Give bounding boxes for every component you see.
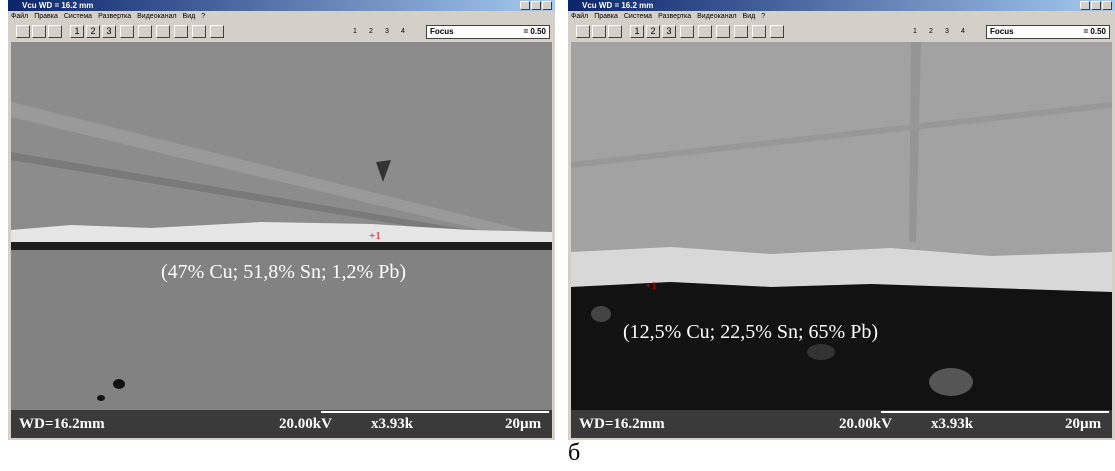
app-window: Vcu WD = 16.2 mm Файл Правка Система Разверт…	[8, 0, 555, 440]
tool-icon[interactable]	[716, 25, 730, 38]
tool-icon[interactable]	[138, 25, 152, 38]
tool-button[interactable]: 2	[646, 25, 660, 38]
pore	[113, 379, 125, 389]
tool-button[interactable]: 3	[662, 25, 676, 38]
title-bar: Vcu WD = 16.2 mm	[8, 0, 555, 11]
page: б (() => { const data = JSON.parse(docum…	[0, 0, 1115, 471]
tool-icon[interactable]	[16, 25, 30, 38]
menu-item[interactable]: Правка	[594, 13, 618, 20]
radio-option[interactable]: 4	[961, 28, 965, 35]
tool-icon[interactable]	[576, 25, 590, 38]
radio-option[interactable]: 4	[401, 28, 405, 35]
point-marker: +1	[645, 280, 657, 292]
title-bar: Vcu WD = 16.2 mm	[568, 0, 1115, 11]
mag-label: x3.93k	[931, 416, 973, 433]
dark-line	[11, 242, 552, 250]
focus-label: Focus	[990, 27, 1014, 36]
scale-bar	[881, 411, 1109, 413]
window-control[interactable]	[1102, 1, 1112, 10]
radio-option[interactable]: 3	[385, 28, 389, 35]
menu-item[interactable]: Развертка	[98, 13, 131, 20]
tool-icon[interactable]	[156, 25, 170, 38]
radio-option[interactable]: 1	[913, 28, 917, 35]
tool-icon[interactable]	[210, 25, 224, 38]
radio-option[interactable]: 1	[353, 28, 357, 35]
focus-field: Focus = 0.50	[426, 25, 550, 39]
menu-item[interactable]: Развертка	[658, 13, 691, 20]
menu-item[interactable]: Система	[624, 13, 652, 20]
scale-label: 20µm	[1065, 416, 1101, 433]
menu-item[interactable]: Система	[64, 13, 92, 20]
menu-item[interactable]: Правка	[34, 13, 58, 20]
menu-item[interactable]: Вид	[183, 13, 196, 20]
dark-region	[571, 282, 1112, 410]
particle	[807, 344, 835, 360]
tool-icon[interactable]	[592, 25, 606, 38]
particle	[929, 368, 973, 396]
focus-value: = 0.50	[524, 26, 546, 38]
sem-image: +1 (12,5% Cu; 22,5% Sn; 65% Pb)	[571, 42, 1112, 410]
tool-icon[interactable]	[192, 25, 206, 38]
status-bar: WD=16.2mm 20.00kV x3.93k 20µm	[11, 410, 552, 438]
status-bar: WD=16.2mm 20.00kV x3.93k 20µm	[571, 410, 1112, 438]
radio-option[interactable]: 2	[929, 28, 933, 35]
scale-label: 20µm	[505, 416, 541, 433]
tool-button[interactable]: 1	[630, 25, 644, 38]
tool-icon[interactable]	[752, 25, 766, 38]
menu-item[interactable]: Файл	[571, 13, 588, 20]
menu-item[interactable]: Видеоканал	[137, 13, 176, 20]
annotation: (47% Cu; 51,8% Sn; 1,2% Pb)	[161, 261, 406, 283]
tool-button[interactable]: 1	[70, 25, 84, 38]
focus-label: Focus	[430, 27, 454, 36]
radio-option[interactable]: 3	[945, 28, 949, 35]
window-control[interactable]	[1091, 1, 1101, 10]
tool-icon[interactable]	[608, 25, 622, 38]
window-control[interactable]	[520, 1, 530, 10]
window-control[interactable]	[1080, 1, 1090, 10]
kv-label: 20.00kV	[839, 416, 892, 433]
menu-item[interactable]: Вид	[743, 13, 756, 20]
sem-image: +1 (47% Cu; 51,8% Sn; 1,2% Pb)	[11, 42, 552, 410]
app-window: Vcu WD = 16.2 mm Файл Правка Система Разверт…	[568, 0, 1115, 440]
scale-bar	[321, 411, 549, 413]
radio-option[interactable]: 2	[369, 28, 373, 35]
kv-label: 20.00kV	[279, 416, 332, 433]
menu-bar: Файл Правка Система Развертка Видеоканал Вид?	[8, 11, 555, 23]
menu-item[interactable]: Файл	[11, 13, 28, 20]
tool-icon[interactable]	[48, 25, 62, 38]
figure-caption: б	[568, 440, 580, 467]
window-control[interactable]	[542, 1, 552, 10]
particle	[591, 306, 611, 322]
menu-bar: Файл Правка Система Развертка Видеоканал Вид?	[568, 11, 1115, 23]
tool-icon[interactable]	[32, 25, 46, 38]
menu-item[interactable]: ?	[201, 13, 205, 20]
wd-label: WD=16.2mm	[19, 416, 105, 433]
focus-value: = 0.50	[1084, 26, 1106, 38]
focus-field: Focus = 0.50	[986, 25, 1110, 39]
menu-item[interactable]: ?	[761, 13, 765, 20]
menu-item[interactable]: Видеоканал	[697, 13, 736, 20]
tool-icon[interactable]	[770, 25, 784, 38]
tool-icon[interactable]	[680, 25, 694, 38]
point-marker: +1	[369, 230, 381, 242]
tool-button[interactable]: 3	[102, 25, 116, 38]
tool-icon[interactable]	[698, 25, 712, 38]
window-control[interactable]	[531, 1, 541, 10]
tool-icon[interactable]	[734, 25, 748, 38]
tool-icon[interactable]	[174, 25, 188, 38]
tool-icon[interactable]	[120, 25, 134, 38]
pore	[97, 395, 105, 401]
mag-label: x3.93k	[371, 416, 413, 433]
wd-label: WD=16.2mm	[579, 416, 665, 433]
annotation: (12,5% Cu; 22,5% Sn; 65% Pb)	[623, 321, 878, 343]
tool-button[interactable]: 2	[86, 25, 100, 38]
